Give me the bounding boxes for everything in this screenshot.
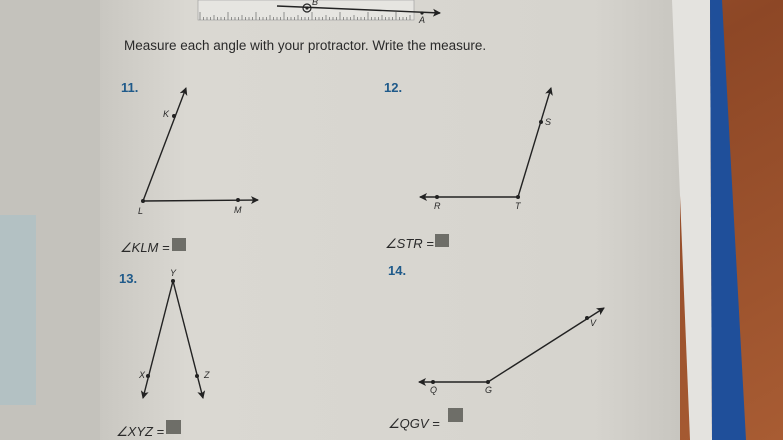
problem-number: 12. <box>384 80 402 95</box>
point-m-label: M <box>234 205 242 215</box>
point-g-label: G <box>485 385 492 395</box>
answer-label-str: ∠STR = <box>385 236 434 251</box>
point-x-label: X <box>138 370 146 380</box>
answer-label-xyz: ∠XYZ = <box>116 424 165 439</box>
page-edges <box>672 0 712 440</box>
ruler-figure: B A <box>197 0 441 25</box>
point-k-label: K <box>163 109 170 119</box>
point-z-label: Z <box>203 370 210 380</box>
problem-13: 13. Y X Z ∠XYZ = <box>116 268 210 439</box>
problem-12: 12. S T R ∠STR = <box>384 80 553 251</box>
point-s-label: S <box>545 117 551 127</box>
problem-11: 11. K L M ∠KLM = <box>120 80 259 255</box>
problem-14: 14. Q G V ∠QGV = <box>388 263 605 431</box>
answer-box-qgv[interactable] <box>448 408 463 422</box>
answer-label-klm: ∠KLM = <box>120 240 170 255</box>
ruler-point-a-label: A <box>418 15 425 25</box>
point-v-label: V <box>590 318 597 328</box>
point-y-label: Y <box>170 268 177 278</box>
point-q-label: Q <box>430 385 437 395</box>
answer-box-xyz[interactable] <box>166 420 181 434</box>
point-t-label: T <box>515 201 522 211</box>
book-cover-edge <box>710 0 746 440</box>
instructions: Measure each angle with your protractor.… <box>124 38 486 53</box>
answer-label-qgv: ∠QGV = <box>388 416 440 431</box>
answer-box-klm[interactable] <box>172 238 186 251</box>
problem-number: 11. <box>121 80 138 95</box>
point-r-label: R <box>434 201 441 211</box>
answer-box-str[interactable] <box>435 234 449 247</box>
worksheet-page <box>100 0 680 440</box>
point-l-label: L <box>138 206 143 216</box>
ruler-point-b-label: B <box>312 0 318 7</box>
problem-number: 13. <box>119 271 137 286</box>
problem-number: 14. <box>388 263 406 278</box>
left-page-table <box>0 215 36 405</box>
